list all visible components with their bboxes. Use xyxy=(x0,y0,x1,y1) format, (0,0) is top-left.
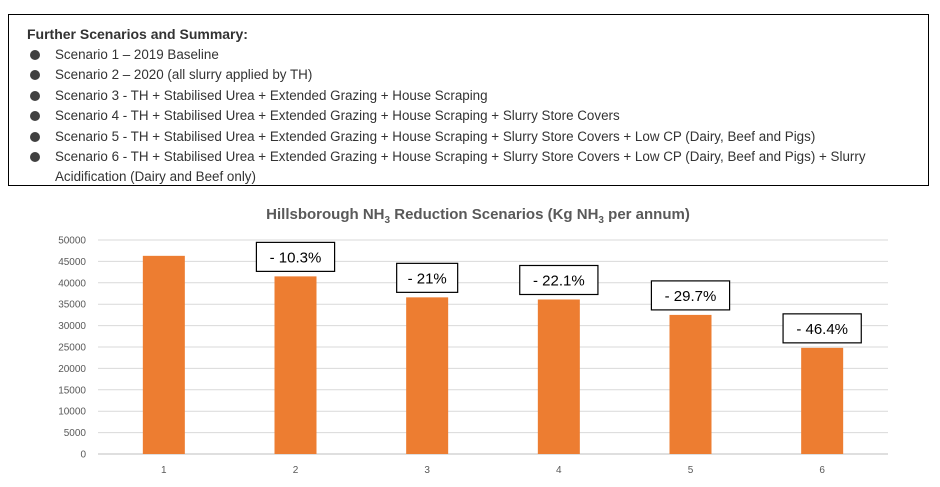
y-tick-label: 10000 xyxy=(58,407,86,418)
scenario-text: Scenario 1 – 2019 Baseline xyxy=(55,47,219,62)
x-axis-tick-labels: 1 2 3 4 5 6 xyxy=(161,465,825,476)
annotation-box xyxy=(519,264,599,296)
annotation-scenario-4: - 22.1% xyxy=(519,264,599,296)
bar-scenario-1 xyxy=(142,255,185,454)
bar-scenario-4 xyxy=(537,299,580,454)
y-tick-label: 5000 xyxy=(64,428,87,439)
annotation-scenario-6: - 46.4% xyxy=(782,313,862,344)
x-tick-label: 6 xyxy=(819,465,825,476)
y-tick-label: 0 xyxy=(80,450,86,461)
scenario-item: Scenario 5 - TH + Stabilised Urea + Exte… xyxy=(27,127,912,147)
y-tick-label: 15000 xyxy=(58,385,86,396)
scenario-text: Scenario 2 – 2020 (all slurry applied by… xyxy=(55,67,313,83)
y-axis-tick-labels: 0 5000 10000 15000 20000 25000 30000 35000 40000… xyxy=(58,236,86,461)
bullet-icon xyxy=(30,111,40,122)
bullet-icon xyxy=(30,50,40,60)
bar-scenario-5 xyxy=(669,314,712,454)
scenario-text: Scenario 5 - TH + Stabilised Urea + Exte… xyxy=(55,128,816,144)
x-tick-label: 2 xyxy=(293,465,299,476)
x-tick-label: 1 xyxy=(161,465,167,476)
y-tick-label: 35000 xyxy=(58,300,86,311)
bullet-icon xyxy=(30,152,40,163)
scenario-item: Scenario 4 - TH + Stabilised Urea + Exte… xyxy=(27,106,912,126)
scenario-text: Scenario 3 - TH + Stabilised Urea + Exte… xyxy=(55,87,488,103)
bullet-icon xyxy=(30,70,40,81)
scenario-text: Scenario 4 - TH + Stabilised Urea + Exte… xyxy=(55,108,620,124)
summary-heading: Further Scenarios and Summary: xyxy=(27,26,248,42)
annotation-scenario-2: - 10.3% xyxy=(255,241,336,272)
bar-scenario-6 xyxy=(801,347,844,454)
scenario-list: Scenario 1 – 2019 Baseline Scenario 2 – 2… xyxy=(27,45,912,188)
y-tick-label: 50000 xyxy=(58,236,86,247)
y-tick-label: 30000 xyxy=(58,321,86,332)
annotation-box xyxy=(396,262,459,293)
annotation-label: - 46.4% xyxy=(796,321,848,338)
chart-title: Hillsborough NH3 Reduction Scenarios (Kg… xyxy=(266,206,690,226)
reduction-annotations: - 10.3% - 21% - 22.1% - 29.7% - 46.4% xyxy=(255,241,862,344)
x-tick-label: 5 xyxy=(688,465,694,476)
y-tick-label: 20000 xyxy=(58,364,86,375)
scenario-item: Scenario 2 – 2020 (all slurry applied by… xyxy=(27,65,912,85)
y-tick-label: 45000 xyxy=(58,257,86,268)
nh3-reduction-bar-chart: Hillsborough NH3 Reduction Scenarios (Kg… xyxy=(58,206,888,476)
chart-gridlines xyxy=(98,239,888,455)
scenario-text: Scenario 6 - TH + Stabilised Urea + Exte… xyxy=(55,149,866,185)
annotation-scenario-3: - 21% xyxy=(396,262,459,293)
bar-scenario-2 xyxy=(274,276,317,454)
annotation-label: - 21% xyxy=(408,270,447,287)
annotation-label: - 10.3% xyxy=(270,249,322,266)
annotation-label: - 22.1% xyxy=(533,272,585,289)
scenario-item: Scenario 1 – 2019 Baseline xyxy=(27,45,912,65)
chart-bars xyxy=(142,255,844,454)
bar-scenario-3 xyxy=(406,297,449,454)
annotation-label: - 29.7% xyxy=(665,288,717,305)
annotation-box xyxy=(650,280,731,311)
annotation-scenario-5: - 29.7% xyxy=(650,280,731,311)
annotation-box xyxy=(782,313,862,344)
annotation-box xyxy=(255,241,336,272)
bullet-icon xyxy=(30,131,40,142)
x-tick-label: 4 xyxy=(556,465,562,476)
y-tick-label: 25000 xyxy=(58,343,86,354)
y-tick-label: 40000 xyxy=(58,278,86,289)
bullet-icon xyxy=(30,90,40,101)
scenario-item: Scenario 6 - TH + Stabilised Urea + Exte… xyxy=(27,147,912,188)
scenario-item: Scenario 3 - TH + Stabilised Urea + Exte… xyxy=(27,86,912,106)
x-tick-label: 3 xyxy=(424,465,430,476)
scenario-summary-box: Further Scenarios and Summary: Scenario … xyxy=(8,14,929,186)
